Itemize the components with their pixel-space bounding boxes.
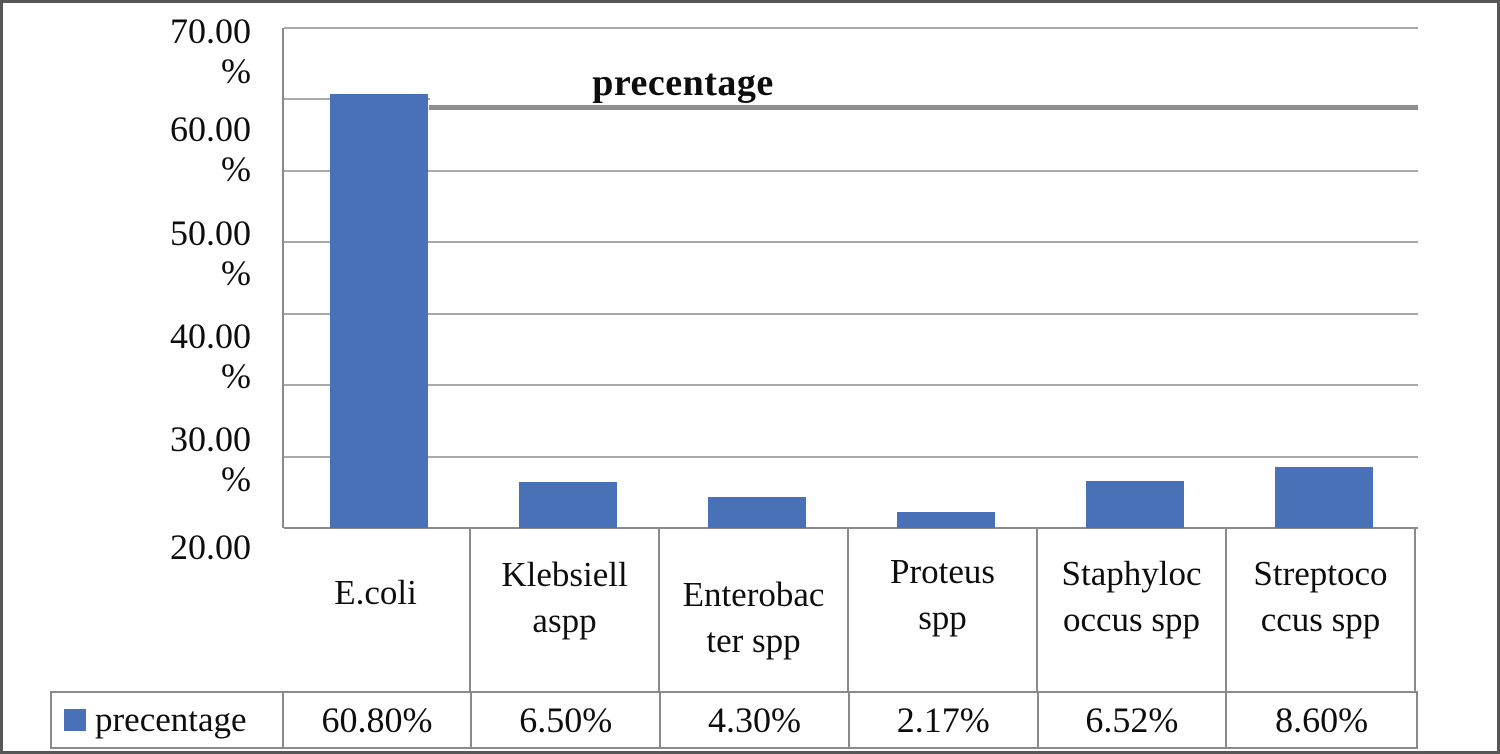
y-tick-label: 40.00 % <box>170 316 251 396</box>
gridline <box>284 169 1418 172</box>
bar-Klebsiell aspp <box>518 482 617 528</box>
legend-cell: precentage <box>52 693 284 747</box>
bar-Enterobac ter spp <box>707 497 806 528</box>
category-label: Klebsiell aspp <box>471 528 660 691</box>
horizontal-rule-line <box>429 105 1418 110</box>
category-label: Enterobac ter spp <box>660 528 849 691</box>
data-table: precentage 60.80% 6.50% 4.30% 2.17% 6.52% 8.6… <box>50 691 1418 749</box>
legend-swatch-icon <box>64 709 86 731</box>
category-label: Staphyloc occus spp <box>1038 528 1227 691</box>
chart-title: precentage <box>592 62 774 104</box>
table-value-cell: 4.30% <box>661 693 850 747</box>
y-tick-label: 70.00 % <box>170 11 251 91</box>
gridline <box>284 527 1418 529</box>
gridline <box>284 241 1418 244</box>
y-axis: 70.00 % 60.00 % 50.00 % 40.00 % 30.00 % 20.00 <box>3 3 282 751</box>
plot-area <box>282 27 1418 529</box>
y-tick-label: 60.00 % <box>170 109 251 189</box>
y-tick-label: 50.00 % <box>170 213 251 293</box>
table-value-cell: 2.17% <box>850 693 1039 747</box>
table-value-cell: 60.80% <box>284 693 473 747</box>
bar-E.coli <box>329 94 428 528</box>
category-label: E.coli <box>282 528 471 691</box>
table-value-cell: 6.52% <box>1039 693 1228 747</box>
category-label: Streptoco ccus spp <box>1227 528 1416 691</box>
bar-Streptoco ccus spp <box>1274 467 1373 528</box>
legend-label: precentage <box>95 700 247 739</box>
gridline <box>284 455 1418 458</box>
gridline <box>284 27 1418 29</box>
bar-Staphyloc occus spp <box>1085 481 1184 528</box>
gridline <box>284 384 1418 387</box>
bar-Proteus spp <box>896 512 995 528</box>
y-tick-label: 30.00 % <box>170 419 251 499</box>
category-axis: E.coli Klebsiell aspp Enterobac ter spp Pro… <box>282 528 1416 691</box>
category-label: Proteus spp <box>849 528 1038 691</box>
gridline <box>284 312 1418 315</box>
table-value-cell: 8.60% <box>1275 700 1369 740</box>
y-tick-label: 20.00 <box>170 527 251 567</box>
table-value-cell: 6.50% <box>472 693 662 747</box>
